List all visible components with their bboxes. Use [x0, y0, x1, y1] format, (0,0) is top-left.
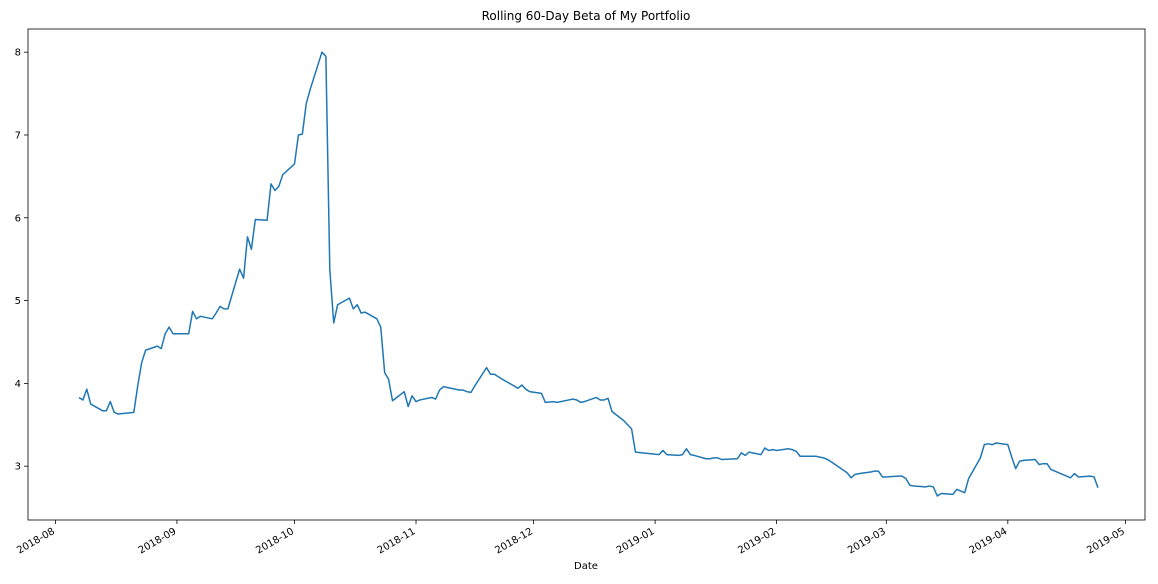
plot-frame: [27, 28, 1146, 521]
x-axis-label: Date: [574, 561, 598, 572]
x-tick-label: 2019-01: [615, 526, 657, 556]
x-tick-label: 2019-03: [846, 526, 888, 556]
y-tick-label: 7: [15, 130, 21, 141]
x-tick-label: 2019-05: [1085, 526, 1127, 556]
y-tick-label: 8: [15, 48, 21, 59]
y-tick-label: 6: [15, 213, 21, 224]
y-tick-label: 4: [15, 379, 21, 390]
x-tick-label: 2018-09: [137, 526, 179, 556]
x-tick-label: 2019-04: [968, 526, 1010, 556]
chart-title: Rolling 60-Day Beta of My Portfolio: [482, 9, 691, 23]
y-tick-label: 3: [15, 462, 21, 473]
x-tick-label: 2019-02: [736, 526, 778, 556]
x-tick-label: 2018-08: [15, 526, 57, 556]
x-tick-label: 2018-10: [254, 526, 296, 556]
x-tick-label: 2018-12: [493, 526, 535, 556]
y-tick-label: 5: [15, 296, 21, 307]
x-tick-label: 2018-11: [376, 526, 418, 556]
data-line: [78, 51, 1099, 497]
